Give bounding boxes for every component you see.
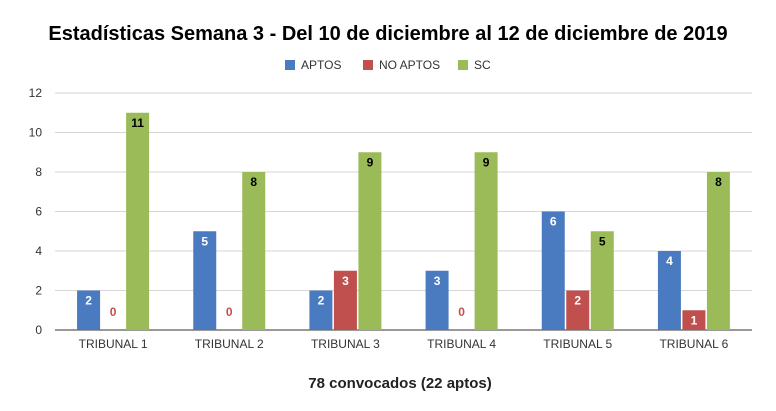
legend-swatch <box>363 60 373 70</box>
bar-no-aptos <box>333 270 357 330</box>
bar-no-aptos <box>566 290 590 330</box>
chart-title: Estadísticas Semana 3 - Del 10 de diciem… <box>48 23 727 45</box>
data-label: 1 <box>691 313 698 327</box>
y-axis: 0 2 4 6 8 10 12 <box>29 86 43 337</box>
data-label: 3 <box>342 274 349 288</box>
bar-sc <box>706 172 730 330</box>
y-tick-label: 6 <box>35 205 42 219</box>
bar-no-aptos <box>682 310 706 330</box>
x-tick-label: TRIBUNAL 2 <box>195 337 264 351</box>
legend-label: NO APTOS <box>379 58 440 72</box>
legend: APTOS NO APTOS SC <box>285 58 491 72</box>
data-label: 3 <box>434 274 441 288</box>
y-tick-label: 4 <box>35 244 42 258</box>
y-tick-label: 2 <box>35 284 42 298</box>
bar-aptos <box>425 270 449 330</box>
x-tick-label: TRIBUNAL 5 <box>543 337 612 351</box>
data-label: 6 <box>550 215 557 229</box>
legend-swatch <box>458 60 468 70</box>
gridlines <box>55 92 752 331</box>
bar-aptos <box>541 211 565 330</box>
legend-label: APTOS <box>301 58 341 72</box>
y-tick-label: 10 <box>29 126 43 140</box>
data-label: 5 <box>201 234 208 248</box>
bar-sc <box>242 172 266 330</box>
bar-aptos <box>657 251 681 330</box>
data-label: 8 <box>715 175 722 189</box>
data-label: 0 <box>458 305 465 319</box>
y-tick-label: 0 <box>35 323 42 337</box>
x-tick-label: TRIBUNAL 1 <box>79 337 148 351</box>
x-tick-label: TRIBUNAL 3 <box>311 337 380 351</box>
bars: 2 0 11 5 0 8 2 3 9 3 0 9 6 2 5 4 1 8 <box>77 112 730 330</box>
x-tick-label: TRIBUNAL 4 <box>427 337 496 351</box>
x-axis-title: 78 convocados (22 aptos) <box>308 375 491 392</box>
data-label: 2 <box>574 294 581 308</box>
data-label: 2 <box>85 294 92 308</box>
data-label: 9 <box>483 155 490 169</box>
bar-sc <box>358 152 382 330</box>
data-label: 5 <box>599 234 606 248</box>
data-label: 4 <box>666 254 673 268</box>
data-label: 0 <box>110 305 117 319</box>
data-label: 11 <box>131 116 144 130</box>
legend-label: SC <box>474 58 491 72</box>
y-tick-label: 8 <box>35 165 42 179</box>
data-label: 0 <box>226 305 233 319</box>
data-label: 2 <box>318 294 325 308</box>
bar-sc <box>590 231 614 330</box>
bar-sc <box>474 152 498 330</box>
x-axis: TRIBUNAL 1 TRIBUNAL 2 TRIBUNAL 3 TRIBUNAL 4… <box>79 337 729 351</box>
bar-aptos <box>77 290 101 330</box>
data-label: 9 <box>367 155 374 169</box>
data-label: 8 <box>250 175 257 189</box>
y-tick-label: 12 <box>29 86 43 100</box>
bar-aptos <box>309 290 333 330</box>
bar-aptos <box>193 231 217 330</box>
bar-sc <box>126 112 150 330</box>
legend-swatch <box>285 60 295 70</box>
x-tick-label: TRIBUNAL 6 <box>659 337 728 351</box>
